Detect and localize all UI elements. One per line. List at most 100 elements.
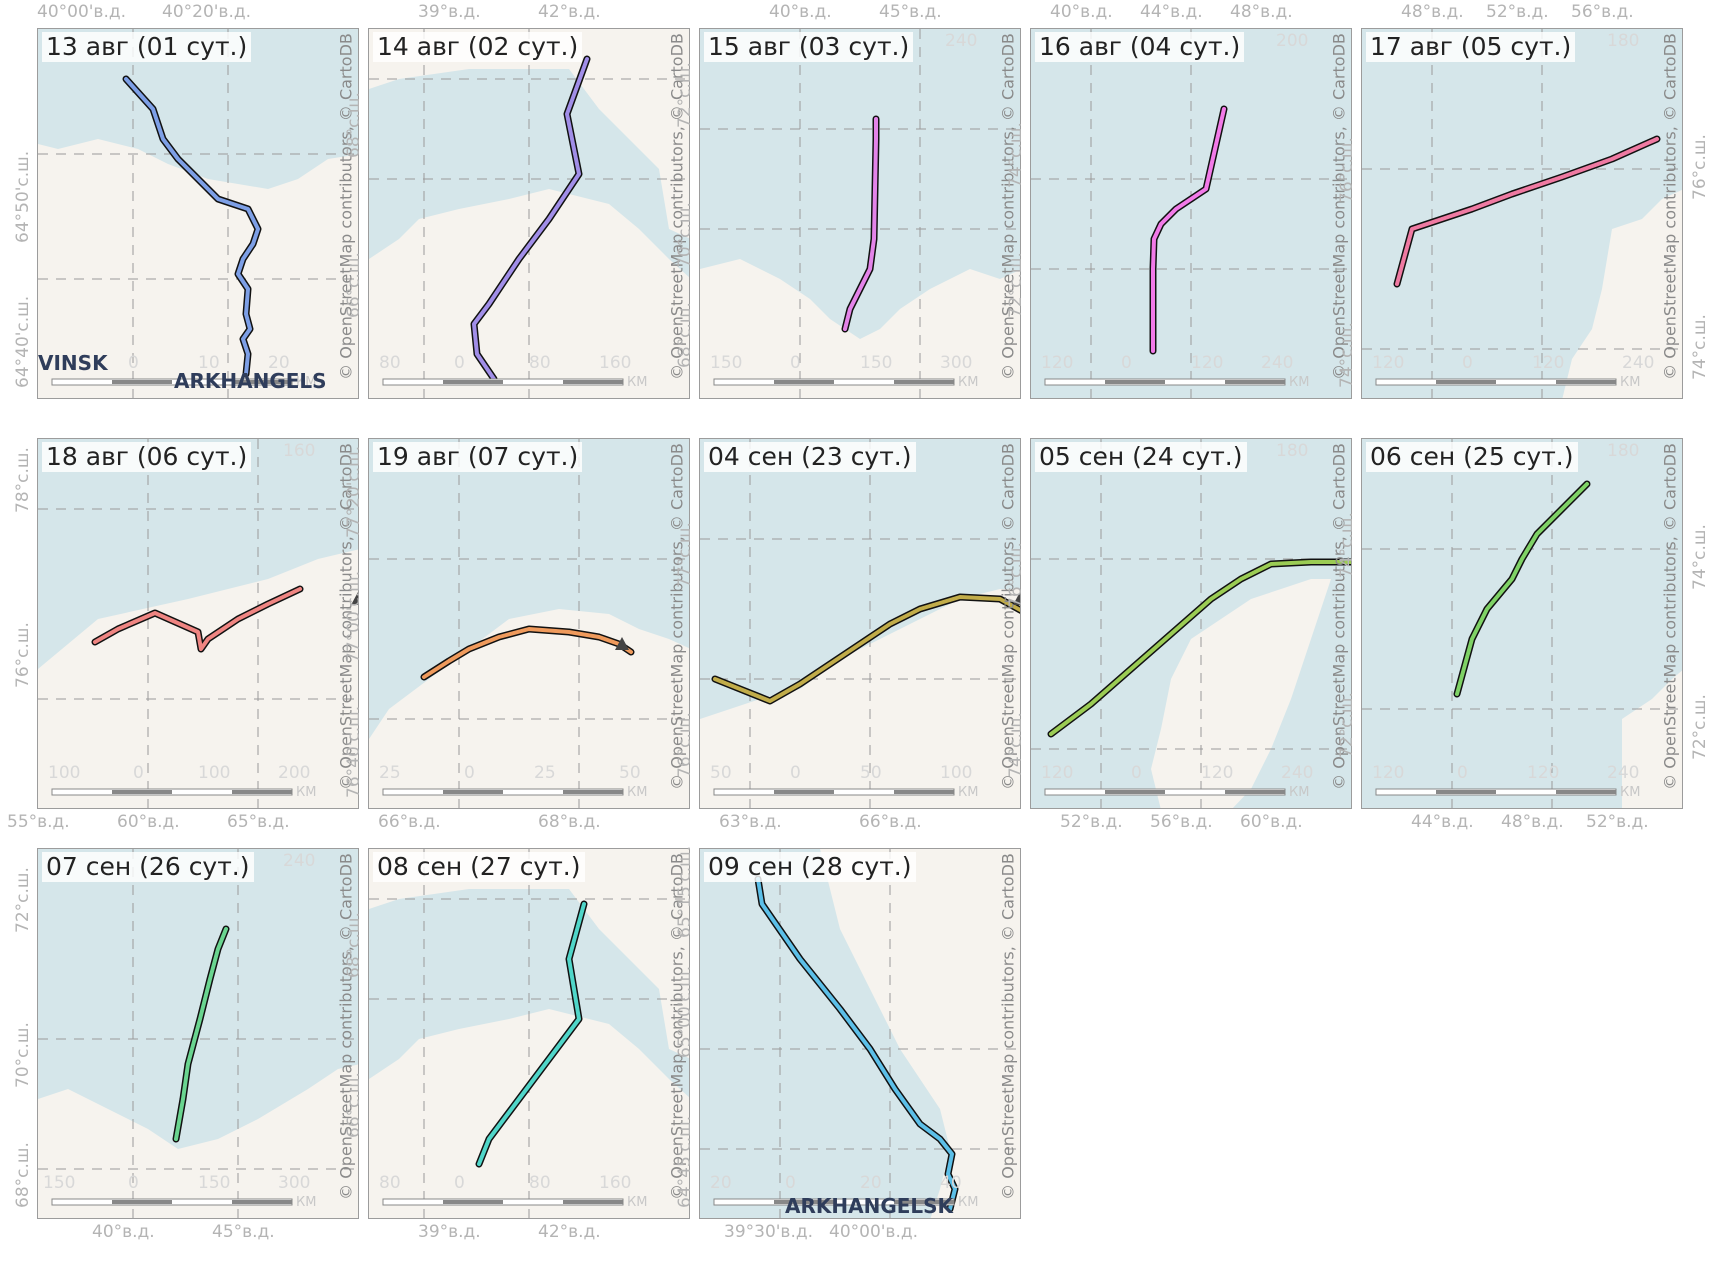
latitude-label: 74°с.ш.	[1337, 512, 1357, 578]
panel-title: 09 сен (28 сут.)	[704, 852, 916, 882]
attribution: © OpenStreetMap contributors, © CartoDB	[1660, 443, 1680, 790]
scale-label: 25	[379, 763, 401, 783]
track-line	[843, 117, 878, 331]
city-label: ARKHANGELS	[174, 369, 327, 393]
scale-bar-segment	[1436, 380, 1496, 384]
scale-top-label: 240	[283, 851, 316, 871]
scale-unit: КМ	[1620, 375, 1641, 390]
panel-title: 14 авг (02 сут.)	[373, 32, 583, 62]
scale-top-label: 160	[283, 441, 316, 461]
scale-label: 20	[268, 353, 290, 373]
scale-top-label: 180	[1607, 441, 1640, 461]
scale-unit: КМ	[627, 785, 648, 800]
scale-label: 0	[1131, 763, 1142, 783]
scale-label: 0	[454, 353, 465, 373]
scale-bar-segment	[774, 1200, 834, 1204]
longitude-label: 66°в.д.	[859, 812, 922, 832]
scale-label: 120	[1372, 353, 1405, 373]
track-line	[124, 77, 260, 376]
scale-bar-segment	[232, 1200, 292, 1204]
scale-unit: КМ	[1289, 375, 1310, 390]
longitude-label: 66°в.д.	[378, 812, 441, 832]
attribution: © OpenStreetMap contributors, © CartoDB	[1660, 33, 1680, 380]
latitude-label: 70°с.ш.	[675, 202, 695, 268]
latitude-label: 76°с.ш.	[13, 622, 33, 688]
panel-title: 04 сен (23 сут.)	[704, 442, 916, 472]
scale-bar-segment	[1436, 790, 1496, 794]
longitude-label: 44°в.д.	[1411, 812, 1474, 832]
scale-label: 0	[133, 763, 144, 783]
scale-label: 0	[1457, 763, 1468, 783]
land	[38, 549, 358, 808]
scale-label: 10	[198, 353, 220, 373]
land	[1622, 670, 1682, 808]
panel-title: 19 авг (07 сут.)	[373, 442, 583, 472]
scale-label: 300	[278, 1173, 311, 1193]
longitude-label: 44°в.д.	[1140, 2, 1203, 22]
map-panel-3: 150 0 150 300 КМ 240 15 авг (03 сут.) © OpenStr…	[699, 28, 1021, 399]
latitude-label: 70°с.ш.	[13, 1022, 33, 1088]
land	[369, 609, 689, 808]
map-panel-9: 120 0 120 240 КМ 180 05 сен (24 сут.) © OpenStr…	[1030, 438, 1352, 809]
scale-label: 100	[48, 763, 81, 783]
scale-unit: КМ	[958, 375, 979, 390]
scale-bar-segment	[894, 790, 954, 794]
scale-unit: КМ	[1620, 785, 1641, 800]
scale-top-label: 200	[1276, 31, 1309, 51]
scale-label: 50	[710, 763, 732, 783]
longitude-label: 63°в.д.	[719, 812, 782, 832]
scale-unit: КМ	[627, 375, 648, 390]
latitude-label: 74°с.ш.	[1006, 122, 1026, 188]
scale-bar-segment	[774, 380, 834, 384]
map-svg	[1362, 439, 1682, 808]
latitude-label: 64°45'с.ш.	[675, 1115, 695, 1208]
scale-label: 0	[790, 763, 801, 783]
track-line	[713, 595, 1020, 703]
scale-label: 120	[1191, 353, 1224, 373]
track-line	[422, 627, 633, 679]
latitude-label: 68°с.ш.	[344, 912, 364, 978]
scale-label: 80	[529, 353, 551, 373]
map-svg	[38, 29, 358, 398]
scale-bar-segment	[1556, 380, 1616, 384]
end-marker	[1013, 592, 1020, 605]
map-panel-12: 80 0 80 160 КМ 08 сен (27 сут.) © OpenStreetMa…	[368, 848, 690, 1219]
scale-label: 300	[940, 353, 973, 373]
end-marker	[615, 637, 629, 650]
scale-bar-segment	[112, 790, 172, 794]
scale-label: 240	[1261, 353, 1294, 373]
scale-bar-segment	[443, 1200, 503, 1204]
map-panel-7: 25 0 25 50 КМ 19 авг (07 сут.) © OpenStreetMap…	[368, 438, 690, 809]
scale-label: 25	[534, 763, 556, 783]
map-svg	[700, 29, 1020, 398]
scale-label: 0	[128, 1173, 139, 1193]
scale-unit: КМ	[296, 785, 317, 800]
land-b	[369, 189, 689, 398]
latitude-label: 72°с.ш.	[1690, 694, 1710, 760]
scale-bar-segment	[1225, 380, 1285, 384]
latitude-label: 66°с.ш.	[344, 1072, 364, 1138]
scale-label: 120	[1532, 353, 1565, 373]
longitude-label: 42°в.д.	[538, 2, 601, 22]
latitude-label: 74°с.ш.	[1690, 314, 1710, 380]
scale-label: 100	[198, 763, 231, 783]
end-marker	[351, 592, 358, 605]
scale-label: 120	[1041, 353, 1074, 373]
scale-label: 0	[1121, 353, 1132, 373]
land	[1562, 189, 1682, 398]
latitude-label: 76°40'с.ш.	[344, 705, 364, 798]
scale-bar-segment	[443, 790, 503, 794]
scale-unit: КМ	[627, 1195, 648, 1210]
land	[1151, 579, 1331, 808]
latitude-label: 72°с.ш.	[1006, 252, 1026, 318]
map-panel-8: 50 0 50 100 КМ 04 сен (23 сут.) © OpenStreetMa…	[699, 438, 1021, 809]
longitude-label: 65°в.д.	[227, 812, 290, 832]
map-panel-5: 120 0 120 240 КМ 180 17 авг (05 сут.) © OpenStr…	[1361, 28, 1683, 399]
longitude-label: 60°в.д.	[117, 812, 180, 832]
panel-title: 17 авг (05 сут.)	[1366, 32, 1576, 62]
scale-label: 150	[43, 1173, 76, 1193]
scale-label: 20	[860, 1173, 882, 1193]
scale-bar-segment	[112, 380, 172, 384]
attribution: © OpenStreetMap contributors, © CartoDB	[998, 33, 1018, 380]
map-svg	[38, 439, 358, 808]
